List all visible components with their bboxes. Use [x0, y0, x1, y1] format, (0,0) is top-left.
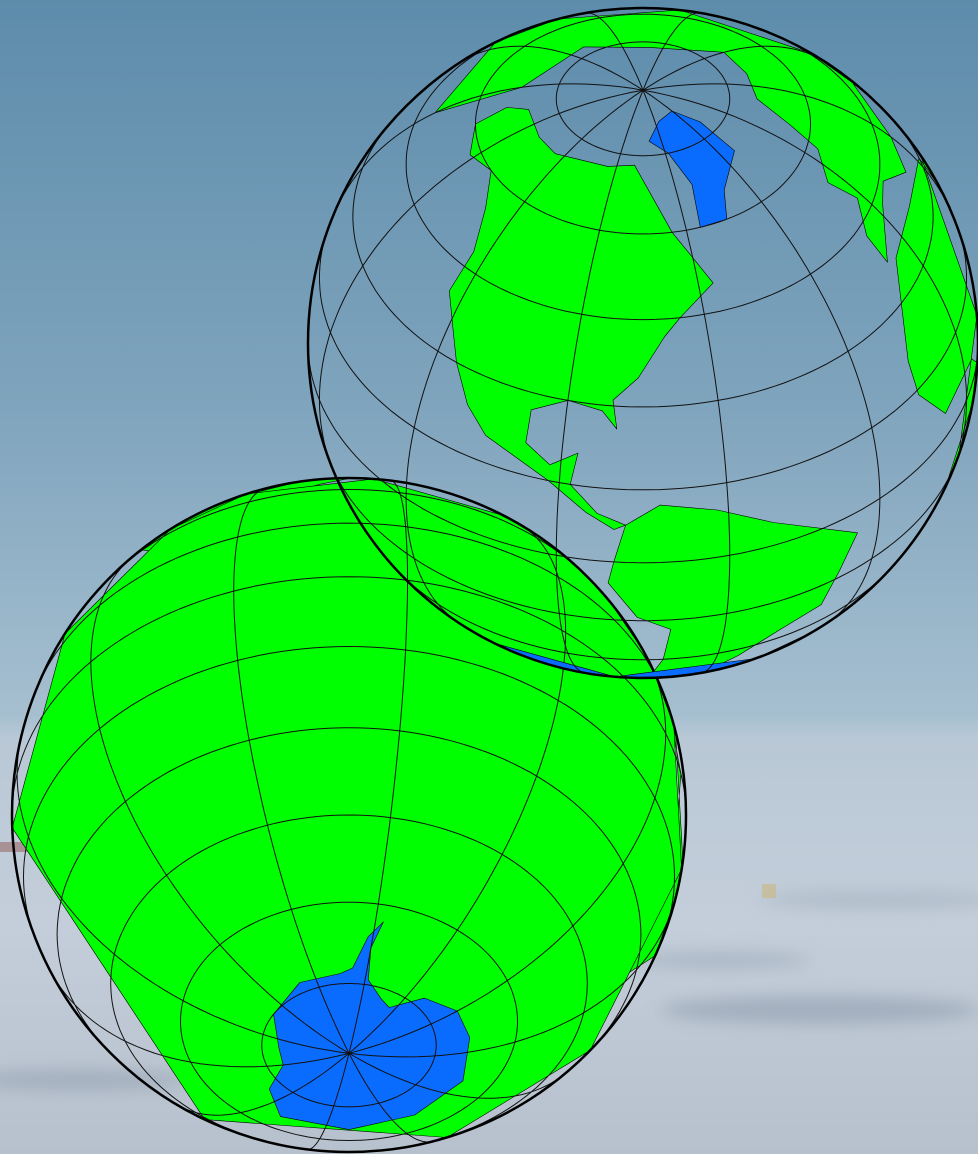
globe: [306, 6, 978, 680]
snow-shadow: [0, 1070, 190, 1090]
ice-sheet: [268, 921, 471, 1130]
graticule-line: [261, 983, 437, 1108]
globe-outline: [10, 476, 688, 1154]
graticule-line: [307, 346, 978, 564]
graticule-line: [178, 1052, 350, 1116]
graticule-line: [22, 645, 676, 933]
snow-shadow: [630, 952, 810, 968]
graticule-line: [405, 89, 644, 622]
landmass: [434, 9, 907, 263]
graticule-line: [587, 12, 644, 91]
globe-outline: [306, 6, 978, 680]
graticule-line: [308, 1053, 350, 1150]
graticule-line: [348, 1052, 564, 1099]
graticule-line: [348, 480, 408, 1054]
graticule-line: [642, 89, 881, 622]
graticule-line: [319, 229, 967, 491]
graticule-line: [233, 488, 350, 1054]
snow-shadow: [760, 891, 978, 909]
graticule-line: [642, 45, 825, 91]
graticule-line: [329, 463, 957, 622]
graticule-line: [348, 1053, 432, 1143]
distant-flag: [762, 884, 776, 898]
globe: [10, 476, 688, 1154]
graticule-line: [348, 896, 677, 1058]
graticule-line: [642, 89, 968, 468]
graticule-line: [642, 90, 731, 674]
graticule-line: [179, 901, 519, 1142]
graticule-line: [16, 740, 350, 1054]
distant-object: [0, 842, 30, 852]
graticule-line: [393, 567, 893, 661]
graticule-line: [318, 89, 644, 468]
graticule-line: [90, 558, 350, 1054]
graticule-line: [50, 972, 350, 1068]
graticule-line: [475, 13, 811, 235]
graticule-line: [112, 488, 586, 575]
graticule-line: [11, 576, 687, 816]
graticule-line: [35, 522, 663, 691]
snow-shadow: [660, 996, 978, 1024]
graticule-line: [555, 41, 731, 157]
graticule-line: [555, 90, 644, 674]
graticule-line: [461, 45, 644, 91]
graticule-line: [642, 12, 699, 91]
